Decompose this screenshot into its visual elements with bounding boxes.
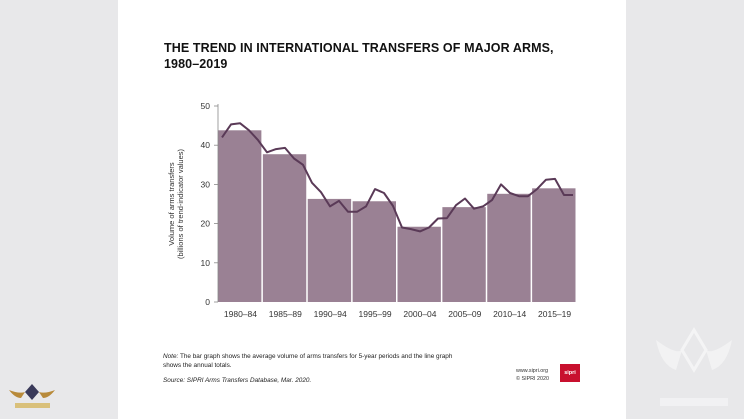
x-tick-label-2000–04: 2000–04 [403,309,436,319]
bar-1995–99 [352,201,396,302]
x-tick-label-1985–89: 1985–89 [269,309,302,319]
bar-2015–19 [532,188,576,302]
bar-2005–09 [442,207,486,302]
y-tick-label-50: 50 [201,101,211,111]
chart-title: THE TREND IN INTERNATIONAL TRANSFERS OF … [164,40,584,72]
emblem-watermark-right [656,327,732,406]
credit-copyright: © SIPRI 2020 [516,375,550,382]
annual-total-line [221,122,573,233]
bar-2000–04 [397,226,441,302]
y-axis-label-line1: Volume of arms transfers [167,162,176,246]
x-tick-label-2005–09: 2005–09 [448,309,481,319]
y-tick-label-40: 40 [201,140,211,150]
bar-1985–89 [262,154,307,302]
chart-title-line1: THE TREND IN INTERNATIONAL TRANSFERS OF … [164,41,554,55]
note-label: Note: [163,353,179,360]
bar-1990–94 [307,198,352,302]
y-tick-label-20: 20 [201,219,211,229]
bar-2010–14 [487,193,531,302]
credit-block: www.sipri.org © SIPRI 2020 [516,368,549,383]
source-label: Source: [163,377,186,384]
x-tick-label-1990–94: 1990–94 [314,309,347,319]
y-tick-label-0: 0 [205,297,210,307]
credit-url[interactable]: www.sipri.org [516,368,549,374]
sipri-logo: sipri [560,364,580,382]
chart-note: Note: The bar graph shows the average vo… [163,352,463,370]
x-tick-label-2015–19: 2015–19 [538,309,571,319]
x-tick-label-2010–14: 2010–14 [493,309,526,319]
bar-1980–84 [218,130,262,302]
x-tick-label-1995–99: 1995–99 [359,309,392,319]
chart-title-line2: 1980–2019 [164,57,228,71]
emblem-watermark-left [9,384,55,408]
source-text: SIPRI Arms Transfers Database, Mar. 2020… [185,377,312,384]
y-axis-label-line2: (billions of trend-indicator values) [176,148,185,259]
y-tick-label-30: 30 [201,179,211,189]
y-tick-label-10: 10 [201,258,211,268]
x-tick-label-1980–84: 1980–84 [224,309,257,319]
note-text: The bar graph shows the average volume o… [163,353,453,369]
chart-source: Source: SIPRI Arms Transfers Database, M… [163,377,311,384]
